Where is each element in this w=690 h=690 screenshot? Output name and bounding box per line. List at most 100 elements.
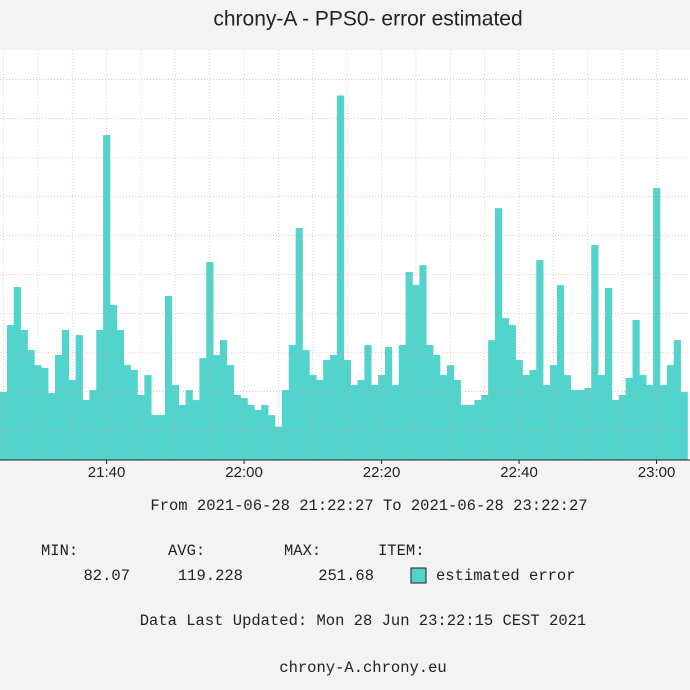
area-step (55, 354, 63, 460)
x-tick-label: 22:00 (225, 464, 263, 481)
area-step (233, 394, 241, 460)
area-step (529, 369, 537, 460)
area-step (501, 318, 510, 460)
area-step (543, 385, 551, 460)
area-step (536, 260, 544, 460)
area-step (405, 271, 413, 460)
area-step (206, 262, 214, 460)
area-step (336, 95, 345, 460)
area-step (123, 365, 131, 460)
area-step (467, 404, 475, 460)
x-tick-label: 22:20 (363, 464, 401, 481)
area-step (646, 385, 654, 460)
area-step (605, 287, 613, 460)
x-tick-label: 22:40 (500, 464, 538, 481)
area-step (433, 354, 441, 460)
area-step (165, 296, 173, 460)
area-step (288, 345, 296, 460)
area-step (6, 325, 15, 460)
area-step (495, 208, 503, 460)
area-step (27, 350, 35, 460)
area-step (660, 385, 668, 460)
area-step (178, 404, 186, 460)
x-tick-label: 21:40 (88, 464, 126, 481)
area-step (103, 135, 111, 460)
area-step (446, 365, 455, 460)
area-step (522, 375, 530, 460)
area-step (385, 346, 393, 460)
area-step (199, 358, 207, 460)
area-step (240, 398, 248, 460)
area-step (481, 394, 489, 460)
plot (0, 50, 690, 461)
area-step (488, 340, 496, 460)
area-step (426, 345, 434, 460)
area-step (550, 365, 558, 460)
area-step (577, 390, 585, 460)
area-step (130, 369, 138, 460)
area-step (213, 354, 221, 460)
area-step (598, 375, 606, 460)
area-step (556, 285, 565, 460)
area-step (220, 340, 228, 460)
area-step (96, 329, 104, 460)
area-step (226, 365, 235, 460)
area-step (474, 400, 482, 460)
legend-label: estimated error (436, 567, 576, 585)
area-step (350, 385, 358, 460)
legend-header: MIN: (41, 542, 78, 560)
area-step (41, 368, 49, 460)
area-step (185, 390, 193, 460)
area-step (508, 325, 516, 460)
area-step (268, 415, 276, 460)
area-step (584, 387, 592, 460)
area-step (34, 365, 42, 460)
area-step (611, 400, 620, 460)
area-step (0, 392, 8, 460)
area-step (151, 415, 159, 460)
area-step (618, 394, 626, 460)
area-step (254, 410, 262, 460)
area-step (261, 404, 269, 460)
area-step (412, 285, 420, 460)
area-step (137, 394, 145, 460)
area-step (364, 345, 372, 460)
updated: Data Last Updated: Mon 28 Jun 23:22:15 C… (140, 612, 586, 630)
area-step (632, 320, 640, 460)
legend-header: AVG: (168, 542, 205, 560)
area-step (323, 360, 331, 460)
area-step (316, 379, 324, 460)
stat-min: 82.07 (83, 567, 130, 585)
area-step (48, 393, 56, 460)
area-step (158, 415, 166, 460)
host: chrony-A.chrony.eu (279, 659, 446, 677)
area-step (653, 188, 661, 461)
area-step (330, 354, 338, 460)
area-step (419, 265, 427, 460)
area-step (75, 335, 83, 460)
area-step (192, 400, 200, 460)
legend-header: ITEM: (378, 542, 425, 560)
area-step (680, 392, 688, 460)
area-step (13, 287, 21, 460)
area-step (398, 345, 406, 460)
chart-title: chrony-A - PPS0- error estimated (213, 8, 522, 31)
area-step (302, 350, 310, 460)
legend-swatch (410, 567, 427, 584)
stat-avg: 119.228 (178, 567, 243, 585)
area-step (673, 340, 681, 460)
area-step (666, 365, 675, 460)
stat-max: 251.68 (318, 567, 374, 585)
area-step (110, 304, 118, 460)
area-step (625, 378, 633, 460)
area-step (639, 375, 647, 460)
area-step (371, 385, 379, 460)
area-step (116, 329, 125, 460)
area-step (357, 379, 365, 460)
area-step (247, 404, 255, 460)
area-step (309, 375, 317, 460)
area-step (281, 390, 290, 460)
area-step (563, 375, 571, 460)
